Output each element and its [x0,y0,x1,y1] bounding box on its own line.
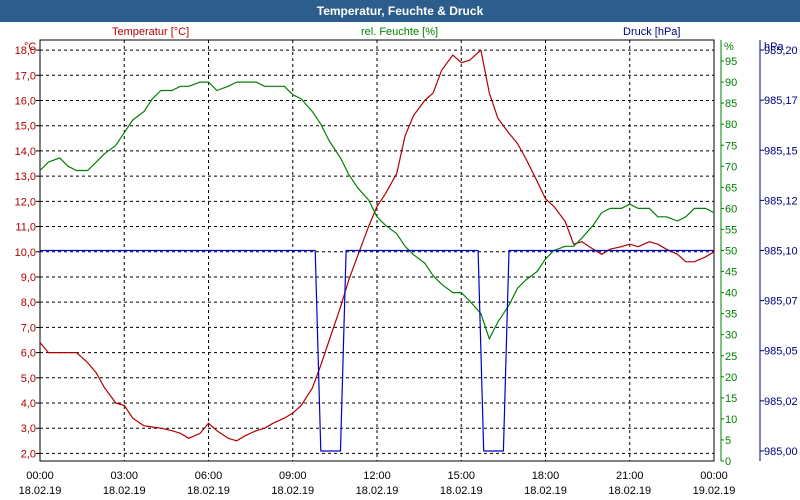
series-line-pressure [40,249,714,452]
temperature-tick-label: 15,0 [15,121,36,133]
humidity-tick-label: 40 [725,288,737,300]
humidity-tick-label: 70 [725,161,737,173]
window-title: Temperatur, Feuchte & Druck [0,0,800,22]
temperature-tick-label: 9,0 [21,272,36,284]
temperature-unit: °C [24,41,36,53]
temperature-tick-label: 10,0 [15,247,36,259]
temperature-axis-label: Temperatur [°C] [112,26,189,38]
humidity-tick-label: 5 [725,435,731,447]
humidity-tick-label: 75 [725,140,737,152]
date-tick-label: 18.02.19 [608,485,651,497]
time-tick-label: 15:00 [447,470,475,482]
time-tick-label: 00:00 [26,470,54,482]
humidity-tick-label: 20 [725,372,737,384]
time-tick-label: 03:00 [110,470,138,482]
temperature-tick-label: 13,0 [15,171,36,183]
time-tick-label: 06:00 [195,470,223,482]
humidity-tick-label: 35 [725,309,737,321]
temperature-tick-label: 2,0 [21,448,36,460]
temperature-tick-label: 11,0 [15,222,36,234]
humidity-tick-labels: 0 5 10 15 20 25 30 35 40 45 50 55 60 65 70 75 80 85 90 95 [721,56,737,468]
humidity-tick-label: 90 [725,77,737,89]
temperature-tick-label: 14,0 [15,146,36,158]
pressure-tick-label: 985,10 [764,246,798,258]
humidity-tick-label: 15 [725,393,737,405]
humidity-tick-label: 10 [725,414,737,426]
date-tick-label: 18.02.19 [524,485,567,497]
humidity-tick-label: 95 [725,56,737,68]
time-tick-label: 12:00 [363,470,391,482]
pressure-tick-label: 985,05 [764,346,798,358]
time-tick-label: 21:00 [616,470,644,482]
humidity-unit: % [724,41,734,53]
humidity-tick-label: 80 [725,119,737,131]
pressure-tick-label: 985,07 [764,296,798,308]
series-lines [39,49,715,452]
temperature-tick-label: 3,0 [21,423,36,435]
temperature-tick-label: 4,0 [21,398,36,410]
time-tick-label: 18:00 [532,470,560,482]
humidity-tick-label: 25 [725,351,737,363]
date-tick-label: 18.02.19 [103,485,146,497]
humidity-tick-label: 50 [725,246,737,258]
humidity-tick-label: 0 [725,456,731,468]
series-line-humidity [39,81,715,340]
temperature-tick-label: 17,0 [15,70,36,82]
temperature-tick-labels: 2,0 3,0 4,0 5,0 6,0 7,0 8,0 9,0 10,0 11,0 12,0 13,0… [15,45,40,460]
date-tick-label: 19.02.19 [693,485,736,497]
temperature-tick-label: 18,0 [15,45,36,57]
time-tick-label: 00:00 [700,470,728,482]
pressure-tick-label: 985,02 [764,396,798,408]
time-tick-labels: 00:00 18.02.19 03:00 18.02.19 06:00 18.02.19 0… [19,470,736,497]
humidity-tick-label: 55 [725,224,737,236]
pressure-tick-label: 985,17 [764,95,798,107]
date-tick-label: 18.02.19 [440,485,483,497]
pressure-tick-labels: 985,00 985,02 985,05 985,07 985,10 985,12 985,… [760,45,798,458]
date-tick-label: 18.02.19 [356,485,399,497]
temperature-tick-label: 16,0 [15,96,36,108]
series-line-temperature [39,49,715,442]
date-tick-label: 18.02.19 [19,485,62,497]
humidity-tick-label: 60 [725,203,737,215]
temperature-tick-label: 7,0 [21,322,36,334]
temperature-tick-label: 8,0 [21,297,36,309]
humidity-tick-label: 30 [725,330,737,342]
humidity-axis-label: rel. Feuchte [%] [361,26,438,38]
temperature-tick-label: 5,0 [21,373,36,385]
pressure-unit: hPa [764,41,784,53]
humidity-tick-label: 65 [725,182,737,194]
pressure-tick-label: 985,20 [764,45,798,57]
pressure-tick-label: 985,12 [764,195,798,207]
date-tick-label: 18.02.19 [187,485,230,497]
time-tick-label: 09:00 [279,470,307,482]
temperature-tick-label: 12,0 [15,196,36,208]
temperature-tick-label: 6,0 [21,348,36,360]
pressure-tick-label: 985,00 [764,446,798,458]
line-chart: Temperatur [°C] rel. Feuchte [%] Druck [… [15,26,798,497]
date-tick-label: 18.02.19 [271,485,314,497]
humidity-tick-label: 85 [725,98,737,110]
humidity-tick-label: 45 [725,267,737,279]
pressure-axis-label: Druck [hPa] [623,26,680,38]
pressure-tick-label: 985,15 [764,145,798,157]
